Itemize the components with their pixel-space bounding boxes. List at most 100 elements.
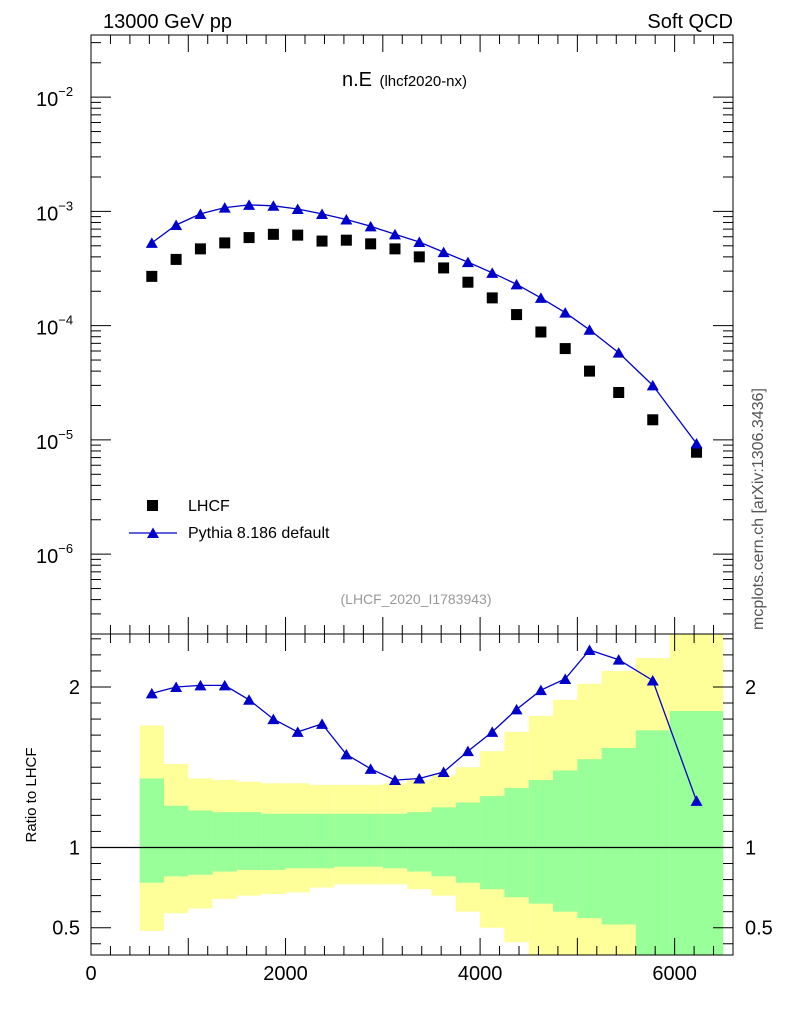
- ratio-plot-area: [91, 634, 733, 955]
- ratio-data-point: [340, 748, 353, 760]
- legend: LHCF Pythia 8.186 default: [129, 498, 330, 542]
- lhcf-data-point: [511, 309, 523, 321]
- side-note: mcplots.cern.ch [arXiv:1306.3436]: [750, 388, 767, 630]
- ratio-data-point: [364, 763, 377, 774]
- ratio-data-point: [461, 745, 474, 757]
- lhcf-data-point: [243, 232, 255, 244]
- ratio-data-point: [612, 654, 625, 665]
- ratio-data-point: [646, 675, 659, 686]
- legend-pythia-label: Pythia 8.186 default: [188, 525, 330, 542]
- pythia-data-point: [486, 267, 499, 278]
- ratio-data-point: [218, 679, 231, 691]
- uncertainty-band-inner: [382, 813, 408, 869]
- lhcf-data-point: [267, 228, 279, 240]
- uncertainty-band-inner: [163, 805, 189, 877]
- ratio-data-point: [437, 766, 450, 778]
- lhcf-data-point: [647, 414, 659, 426]
- ratio-series-line: [151, 649, 698, 802]
- pythia-data-point: [316, 208, 329, 219]
- x-tick-label: 2000: [263, 963, 308, 985]
- y-tick-label: 10−2: [36, 84, 73, 111]
- pythia-data-point: [194, 208, 207, 219]
- uncertainty-band-inner: [309, 813, 335, 869]
- ratio-data-point: [583, 644, 596, 656]
- header-left: 13000 GeV pp: [103, 11, 232, 33]
- main-panel: 10−6 10−5 10−4 10−3 10−2 n.E (lhcf2020-nx) (…: [36, 34, 734, 635]
- ratio-data-point: [170, 681, 183, 692]
- pythia-data-point: [437, 246, 450, 258]
- header-right: Soft QCD: [647, 11, 733, 33]
- uncertainty-band-inner: [261, 813, 286, 870]
- lhcf-data-point: [438, 262, 450, 274]
- pythia-data-point: [413, 236, 426, 247]
- pythia-data-point: [388, 228, 401, 240]
- ratio-ylabel: Ratio to LHCF: [23, 747, 40, 842]
- main-frame: [90, 34, 734, 635]
- ratio-data-point: [316, 718, 329, 729]
- pythia-data-point: [646, 379, 659, 391]
- main-title: n.E (lhcf2020-nx): [342, 69, 467, 91]
- x-tick-labels: 0 2000 4000 6000: [85, 963, 696, 985]
- ratio-y-tick-label-left: 1: [69, 837, 80, 859]
- pythia-data-point: [170, 219, 183, 231]
- y-tick-label: 10−5: [36, 427, 73, 454]
- pythia-series-line: [151, 204, 698, 444]
- y-tick-label: 10−4: [36, 313, 73, 340]
- x-tick-label: 0: [85, 963, 96, 985]
- ratio-y-tick-label-right: 2: [745, 677, 756, 699]
- pythia-data-point: [612, 347, 625, 358]
- pythia-data-point: [364, 220, 377, 232]
- uncertainty-band-inner: [285, 813, 310, 869]
- main-axis-ticks: [90, 35, 733, 635]
- pythia-data-point: [267, 200, 280, 211]
- ratio-data-point: [534, 684, 547, 696]
- main-plot-area: [145, 199, 703, 458]
- uncertainty-band-inner: [455, 802, 481, 883]
- ratio-y-tick-label-right: 0.5: [745, 918, 773, 940]
- uncertainty-band-inner: [358, 813, 383, 867]
- pythia-data-point: [461, 256, 474, 268]
- lhcf-data-point: [194, 243, 206, 255]
- legend-pythia-marker: [147, 527, 159, 538]
- ratio-data-point: [194, 679, 207, 691]
- uncertainty-band-inner: [504, 788, 529, 898]
- uncertainty-band-inner: [480, 796, 505, 890]
- ratio-y-tick-label-left: 0.5: [52, 918, 80, 940]
- main-title-text: n.E: [342, 69, 372, 91]
- ratio-frame: [90, 633, 734, 956]
- ratio-data-point: [291, 726, 304, 737]
- lhcf-data-point: [559, 343, 571, 355]
- uncertainty-band-inner: [236, 812, 262, 870]
- ratio-data-point: [559, 673, 572, 684]
- uncertainty-band-inner: [635, 730, 670, 955]
- uncertainty-band-inner: [188, 810, 213, 875]
- pythia-data-point: [340, 213, 353, 225]
- lhcf-data-point: [413, 251, 425, 263]
- lhcf-data-point: [340, 234, 352, 246]
- uncertainty-band-inner: [139, 778, 164, 883]
- uncertainty-band-inner: [212, 812, 237, 872]
- uncertainty-band-inner: [431, 807, 456, 877]
- uncertainty-band-inner: [334, 813, 359, 867]
- legend-lhcf-marker: [147, 500, 158, 511]
- ratio-data-point: [388, 774, 401, 786]
- pythia-data-point: [243, 199, 256, 210]
- uncertainty-band-inner: [601, 747, 636, 925]
- ratio-data-point: [413, 772, 426, 784]
- y-tick-label: 10−6: [36, 541, 73, 568]
- pythia-data-point: [291, 203, 304, 214]
- main-annotation: (LHCF_2020_I1783943): [341, 591, 492, 607]
- ratio-data-point: [243, 694, 256, 705]
- main-subtitle-text: (lhcf2020-nx): [379, 73, 467, 90]
- lhcf-data-point: [316, 235, 328, 247]
- lhcf-data-point: [584, 365, 596, 377]
- uncertainty-band-inner: [528, 780, 554, 904]
- pythia-data-point: [510, 278, 523, 290]
- lhcf-data-point: [462, 276, 474, 288]
- pythia-data-point: [559, 307, 572, 318]
- y-tick-label: 10−3: [36, 198, 73, 225]
- ratio-y-tick-label-right: 1: [745, 837, 756, 859]
- lhcf-data-point: [365, 238, 377, 250]
- pythia-data-point: [583, 324, 596, 335]
